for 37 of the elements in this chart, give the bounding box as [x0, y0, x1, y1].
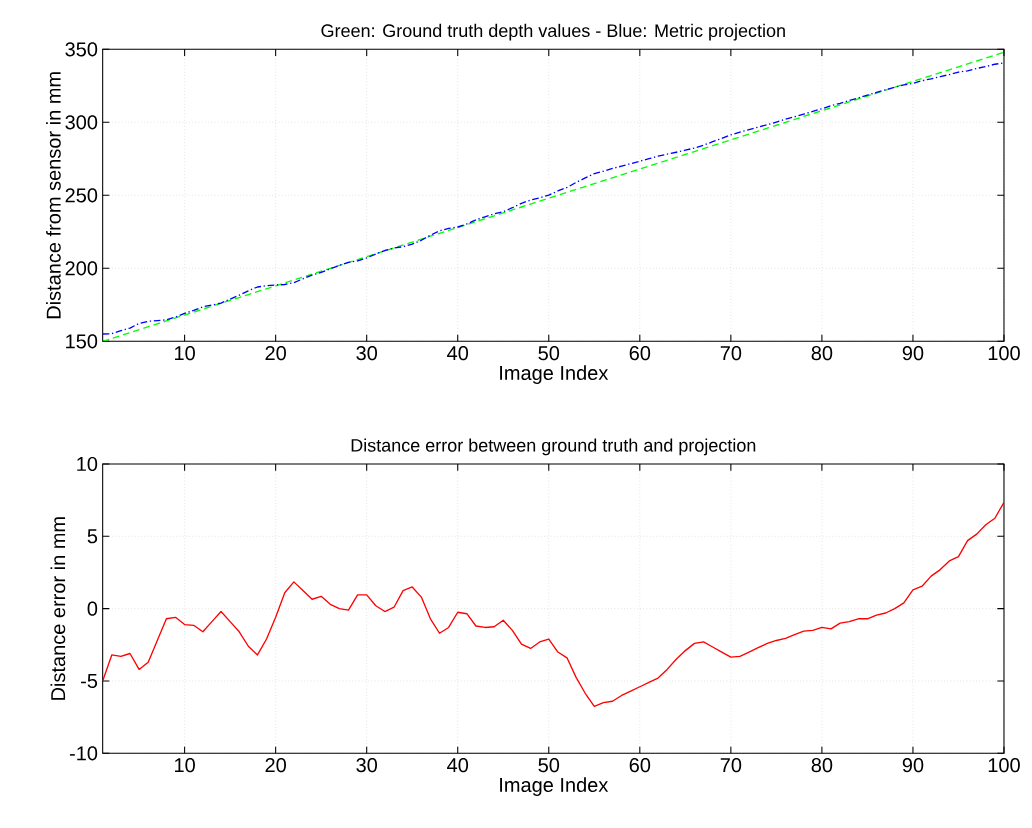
y-axis-title: Distance from sensor in mm [46, 72, 61, 319]
line-series [102, 501, 1004, 707]
x-axis-title: Image Index [500, 777, 609, 796]
y-tick-label: -5 [81, 674, 98, 688]
x-tick-label: 60 [629, 758, 651, 773]
y-tick-label: 200 [65, 261, 98, 276]
x-tick-label: 90 [902, 346, 924, 361]
x-tick-label: 80 [811, 346, 833, 361]
x-tick-label: 20 [265, 758, 286, 773]
chart-title: Green: Ground truth depth values - Blue: Metric projection [321, 23, 785, 41]
x-tick-label: 90 [902, 758, 924, 773]
x-tick-label: 70 [720, 346, 742, 361]
x-tick-label: 50 [538, 346, 560, 361]
x-tick-label: 10 [175, 758, 195, 773]
y-tick-label: 5 [87, 529, 98, 544]
x-axis-title: Image Index [500, 365, 609, 384]
y-tick-label: -10 [69, 746, 98, 761]
x-tick-label: 20 [265, 346, 286, 361]
x-tick-label: 50 [538, 758, 560, 773]
x-tick-label: 10 [175, 346, 195, 361]
x-tick-label: 80 [811, 758, 833, 773]
x-tick-label: 30 [356, 758, 378, 773]
x-tick-label: 70 [720, 758, 742, 773]
y-tick-label: 350 [65, 42, 98, 57]
x-tick-label: 60 [629, 346, 651, 361]
y-axis-title: Distance error in mm [50, 517, 66, 700]
y-tick-label: 150 [66, 334, 98, 349]
y-tick-label: 250 [65, 188, 98, 203]
y-tick-label: 10 [77, 456, 98, 472]
y-tick-label: 0 [87, 601, 98, 616]
y-tick-label: 300 [65, 115, 98, 130]
x-tick-label: 30 [356, 346, 378, 361]
chart-title: Distance error between ground truth and projection [351, 438, 756, 456]
x-tick-label: 40 [447, 346, 469, 361]
x-tick-label: 40 [447, 758, 469, 773]
x-tick-label: 100 [988, 346, 1020, 361]
x-tick-label: 100 [988, 758, 1020, 773]
